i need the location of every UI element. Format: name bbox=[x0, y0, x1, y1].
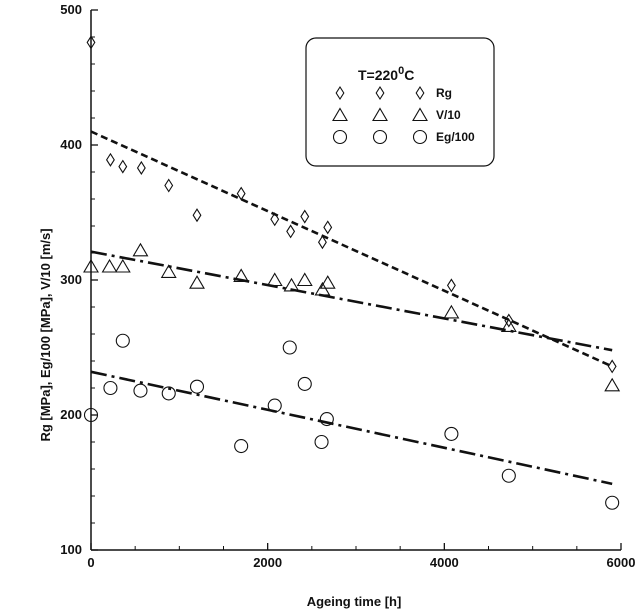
trend-lines bbox=[90, 130, 613, 486]
point-diamond bbox=[607, 359, 617, 374]
point-circle bbox=[189, 379, 205, 394]
point-triangle bbox=[189, 275, 205, 289]
point-circle bbox=[444, 426, 459, 441]
point-triangle bbox=[500, 318, 517, 332]
y-tick-label: 400 bbox=[60, 137, 82, 152]
x-tick-label: 6000 bbox=[607, 555, 636, 570]
point-circle bbox=[161, 386, 176, 401]
point-diamond bbox=[317, 235, 327, 250]
point-diamond bbox=[286, 224, 296, 239]
trend-line-circle bbox=[90, 370, 613, 486]
point-diamond bbox=[504, 313, 514, 328]
point-circle bbox=[133, 383, 148, 398]
legend-label: Rg bbox=[436, 86, 452, 100]
point-diamond bbox=[164, 178, 174, 193]
y-tick-label: 300 bbox=[60, 272, 82, 287]
legend-marker-diamond bbox=[335, 85, 345, 101]
x-tick-label: 2000 bbox=[253, 555, 282, 570]
x-axis-title: Ageing time [h] bbox=[307, 594, 402, 609]
point-triangle bbox=[604, 377, 621, 392]
point-triangle bbox=[132, 242, 149, 257]
point-diamond bbox=[86, 35, 96, 50]
legend-label: V/10 bbox=[436, 108, 461, 122]
point-diamond bbox=[192, 208, 202, 223]
point-circle bbox=[319, 411, 334, 427]
point-circle bbox=[234, 438, 249, 454]
data-points bbox=[83, 35, 621, 510]
legend-marker-triangle bbox=[332, 107, 348, 122]
point-triangle bbox=[319, 275, 336, 289]
point-circle bbox=[282, 340, 297, 355]
point-triangle bbox=[101, 258, 118, 273]
x-tick-label: 4000 bbox=[430, 555, 459, 570]
legend-marker-circle bbox=[412, 129, 428, 145]
point-diamond bbox=[270, 212, 280, 227]
legend-marker-diamond bbox=[375, 85, 385, 101]
point-triangle bbox=[233, 268, 250, 283]
point-circle bbox=[83, 407, 99, 423]
point-triangle bbox=[443, 304, 460, 319]
legend-title: T=2200C bbox=[358, 65, 414, 83]
legend-marker-diamond bbox=[415, 85, 425, 101]
point-circle bbox=[297, 376, 312, 392]
legend-marker-triangle bbox=[372, 107, 388, 122]
point-triangle bbox=[283, 277, 300, 292]
point-triangle bbox=[160, 264, 177, 278]
point-circle bbox=[605, 495, 620, 510]
point-diamond bbox=[105, 152, 115, 167]
point-triangle bbox=[266, 272, 283, 287]
point-triangle bbox=[314, 281, 331, 296]
legend-box bbox=[305, 37, 495, 167]
point-diamond bbox=[236, 186, 246, 201]
legend-marker-circle bbox=[332, 129, 348, 145]
point-diamond bbox=[300, 209, 310, 224]
point-diamond bbox=[323, 220, 333, 235]
point-circle bbox=[314, 434, 329, 450]
point-diamond bbox=[446, 278, 456, 293]
axes: 100 200 300 400 500 0 2000 4000 6000 bbox=[60, 2, 635, 570]
point-diamond bbox=[136, 160, 146, 175]
legend-label: Eg/100 bbox=[436, 130, 475, 144]
point-circle bbox=[267, 398, 282, 413]
point-triangle bbox=[83, 258, 99, 273]
legend-marker-triangle bbox=[412, 107, 428, 122]
y-tick-label: 200 bbox=[60, 407, 82, 422]
trend-line-triangle bbox=[90, 250, 613, 352]
point-triangle bbox=[296, 272, 313, 287]
trend-line-diamond bbox=[90, 130, 613, 368]
y-axis-title: Rg [MPa], Eg/100 [MPa], V/10 [m/s] bbox=[38, 228, 53, 441]
legend-marker-circle bbox=[372, 129, 388, 145]
y-tick-label: 100 bbox=[60, 542, 82, 557]
legend-rows: Rg V/10 Eg/100 bbox=[332, 85, 475, 145]
point-triangle bbox=[114, 258, 131, 273]
point-circle bbox=[501, 468, 516, 483]
x-tick-label: 0 bbox=[87, 555, 94, 570]
point-circle bbox=[115, 333, 130, 348]
legend: T=2200C Rg V/10 Eg/100 bbox=[305, 37, 495, 167]
y-tick-label: 500 bbox=[60, 2, 82, 17]
point-diamond bbox=[118, 159, 128, 174]
point-circle bbox=[103, 380, 118, 396]
